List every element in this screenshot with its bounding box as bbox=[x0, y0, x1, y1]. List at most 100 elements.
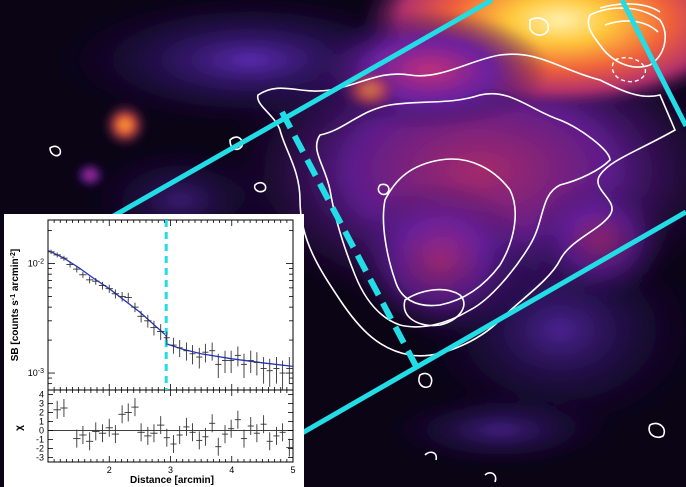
sb-data-point bbox=[105, 284, 113, 293]
sb-data-point bbox=[209, 342, 216, 361]
model-line bbox=[47, 249, 294, 368]
sb-data-point bbox=[60, 255, 68, 261]
chi-data-point bbox=[221, 425, 229, 444]
sb-data-point bbox=[66, 261, 74, 268]
sb-data-point bbox=[157, 324, 165, 341]
bottom-panel-x-tick-labels: 2 3 4 5 bbox=[107, 465, 296, 475]
y-tick-label: -2 bbox=[36, 444, 44, 454]
sb-data-point bbox=[189, 345, 196, 365]
y-tick-label: 2 bbox=[39, 408, 44, 418]
sb-data-point bbox=[286, 357, 293, 384]
sb-data-point bbox=[260, 357, 267, 384]
sb-data-point bbox=[124, 292, 132, 303]
x-tick-label: 5 bbox=[290, 465, 295, 475]
sb-data-point bbox=[273, 357, 280, 384]
contour-blob-1 bbox=[529, 17, 550, 36]
chi-data-point bbox=[279, 423, 286, 442]
sb-data-point bbox=[176, 340, 183, 358]
y-tick-label: 0 bbox=[39, 426, 44, 436]
y-tick-label: -1 bbox=[36, 435, 44, 445]
sb-data-point bbox=[53, 252, 61, 258]
chi-data-point bbox=[234, 410, 241, 429]
chi-data-point bbox=[240, 429, 248, 448]
y-tick-label: -3 bbox=[36, 453, 44, 463]
sb-data-point bbox=[137, 310, 145, 323]
contour-blob-4 bbox=[377, 183, 390, 196]
chi-data-point bbox=[196, 431, 203, 450]
top-panel-y-tick-labels: 10-2 10-3 bbox=[28, 258, 44, 378]
sector-boundaries bbox=[108, 0, 686, 443]
contour-core bbox=[403, 288, 465, 327]
chi-data-point bbox=[202, 427, 209, 446]
sb-data-point bbox=[234, 346, 241, 367]
chi-data-point bbox=[266, 432, 273, 451]
sb-data-point bbox=[240, 353, 248, 379]
chi-data-point bbox=[85, 432, 94, 451]
sb-data-point bbox=[196, 347, 203, 369]
chi-data-point bbox=[131, 398, 139, 417]
sb-data-point bbox=[170, 337, 177, 354]
sb-data-point bbox=[98, 281, 107, 290]
sb-data-point bbox=[253, 352, 260, 376]
sb-data-point bbox=[183, 342, 190, 361]
sector-line-right bbox=[619, 0, 686, 128]
chi-data-point bbox=[105, 418, 113, 437]
chi-data-point bbox=[92, 422, 100, 441]
contour-inner bbox=[382, 158, 516, 307]
sb-data-point bbox=[202, 343, 209, 363]
chi-data-point bbox=[53, 400, 61, 419]
x-tick-label: 2 bbox=[107, 465, 112, 475]
sb-data-point bbox=[111, 289, 120, 299]
chi-data-point bbox=[209, 414, 216, 433]
sb-data-point bbox=[47, 249, 55, 255]
contour-blob-2 bbox=[418, 372, 433, 389]
chi-data-point bbox=[176, 426, 183, 444]
top-panel-points bbox=[47, 249, 293, 390]
chi-data-point bbox=[163, 428, 170, 447]
contour-blob-6 bbox=[49, 145, 62, 157]
chi-data-point bbox=[150, 424, 158, 443]
sb-data-point bbox=[92, 277, 100, 285]
x-tick-label: 3 bbox=[168, 465, 173, 475]
chi-data-point bbox=[170, 435, 177, 453]
chi-data-point bbox=[286, 438, 293, 457]
chi-data-point bbox=[124, 403, 132, 422]
chi-data-point bbox=[111, 425, 120, 444]
sector-line-lower bbox=[288, 209, 686, 443]
chi-data-point bbox=[215, 437, 222, 456]
surface-brightness-contours bbox=[49, 3, 677, 483]
chi-data-point bbox=[157, 416, 165, 435]
chi-data-point bbox=[253, 424, 260, 443]
chi-data-point bbox=[189, 423, 196, 442]
y-tick-label: 4 bbox=[39, 390, 44, 400]
chi-data-point bbox=[183, 417, 190, 436]
contour-mid bbox=[315, 92, 611, 328]
sb-data-point bbox=[118, 291, 126, 302]
x-tick-label: 4 bbox=[229, 465, 234, 475]
y-tick-label: 10-2 bbox=[28, 258, 44, 269]
sb-data-point bbox=[266, 358, 273, 387]
sb-data-point bbox=[279, 360, 286, 390]
sector-line-upper bbox=[108, 0, 494, 221]
sb-data-point bbox=[73, 266, 81, 273]
chi-data-point bbox=[228, 419, 235, 438]
chi-data-point bbox=[144, 426, 152, 445]
contour-top-right bbox=[587, 7, 666, 68]
sb-data-point bbox=[163, 331, 170, 346]
chi-data-point bbox=[60, 399, 68, 417]
bottom-panel-points bbox=[53, 398, 293, 457]
inset-background bbox=[4, 214, 304, 487]
chi-data-point bbox=[73, 429, 81, 448]
chi-data-point bbox=[79, 426, 87, 444]
top-y-axis-title: SB [counts s-1 arcmin-2] bbox=[10, 249, 22, 362]
sb-data-point bbox=[228, 350, 235, 374]
top-panel-ticks bbox=[47, 220, 294, 391]
y-tick-label: 10-3 bbox=[28, 368, 44, 379]
chi-data-point bbox=[118, 405, 126, 424]
sb-data-point bbox=[221, 350, 229, 374]
contour-blob-7 bbox=[424, 451, 497, 483]
sb-data-point bbox=[150, 320, 158, 336]
